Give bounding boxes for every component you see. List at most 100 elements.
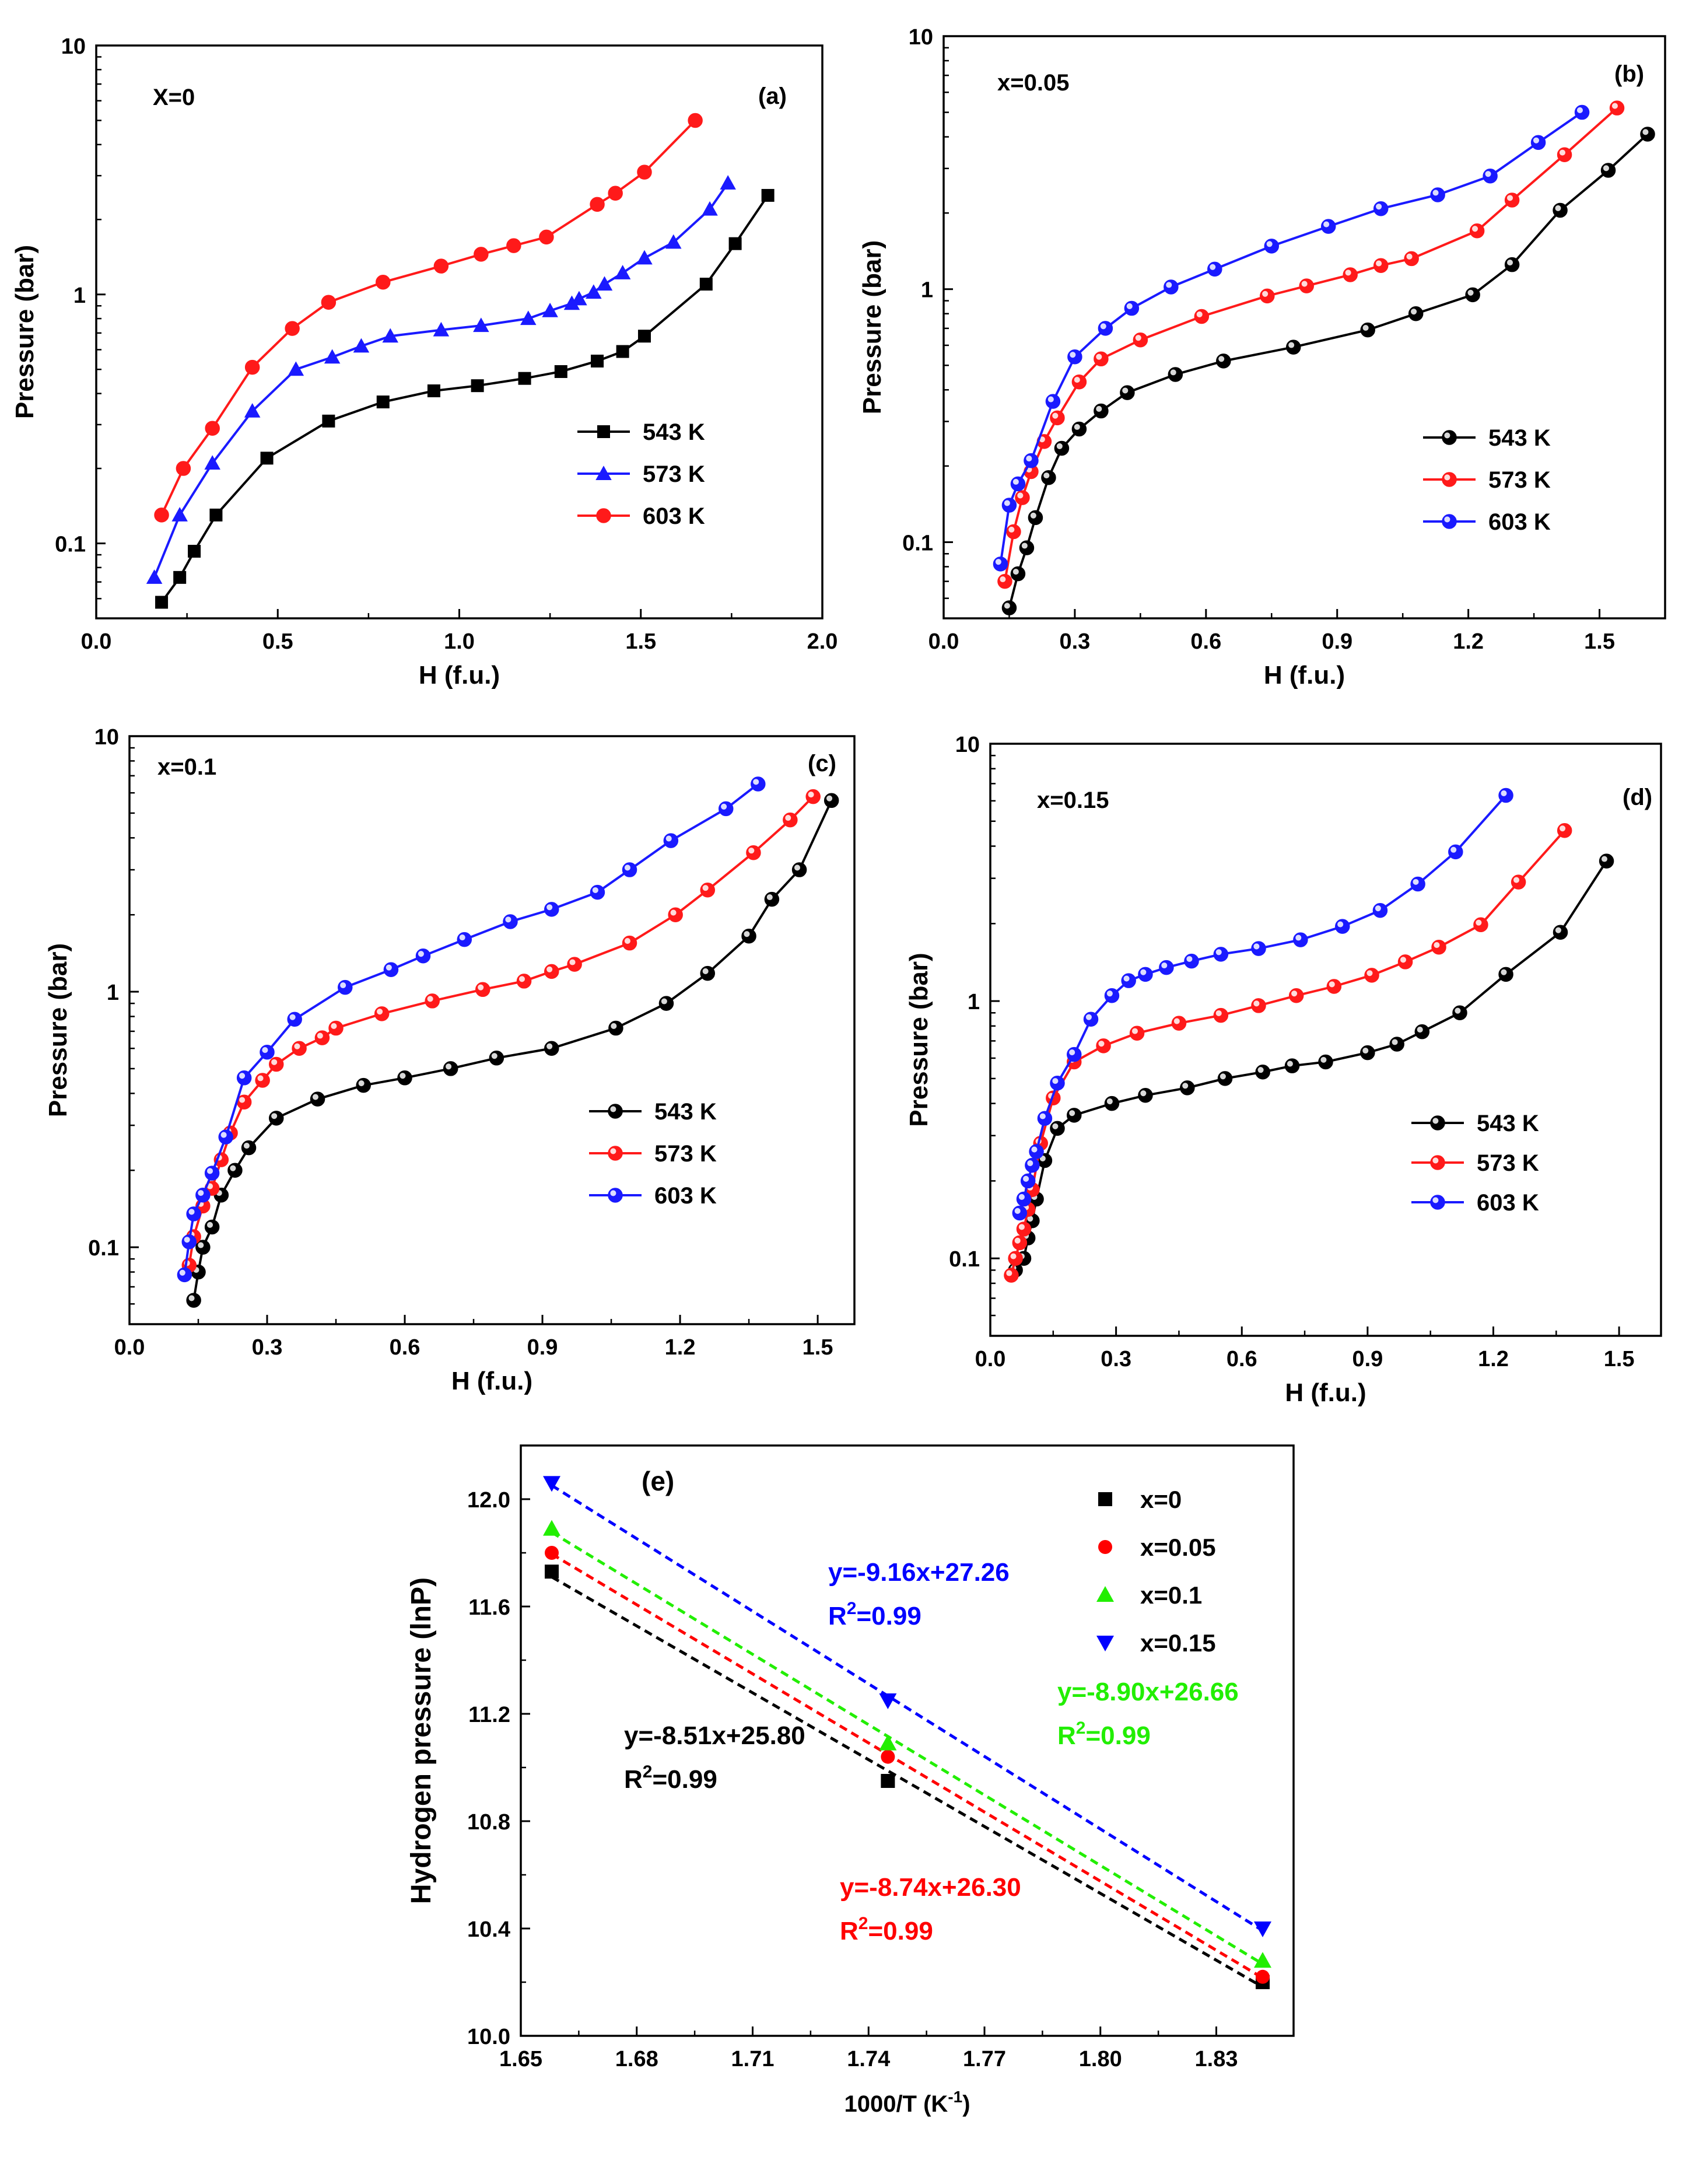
marker-highlight <box>1004 603 1010 609</box>
marker-highlight <box>1455 1007 1461 1014</box>
marker-highlight <box>592 887 598 894</box>
data-point <box>1001 498 1017 513</box>
marker-highlight <box>1506 195 1513 201</box>
marker-highlight <box>1501 790 1507 796</box>
marker-highlight <box>478 984 484 991</box>
data-point <box>1041 470 1056 485</box>
composition-label: x=0.05 <box>997 70 1069 96</box>
marker-highlight <box>206 1222 213 1228</box>
y-tick-label: 1 <box>921 278 933 303</box>
data-point <box>1045 394 1061 409</box>
series-x=0.1 <box>543 1520 1271 1968</box>
marker-highlight <box>1375 905 1381 912</box>
data-point <box>1530 135 1546 150</box>
data-point <box>177 1267 192 1283</box>
x-tick-label: 1.68 <box>615 2047 658 2071</box>
data-point <box>204 1219 220 1235</box>
y-axis-label: Pressure (bar) <box>858 240 886 414</box>
data-point <box>310 1091 325 1107</box>
legend: 543 K 573 K 603 K <box>589 1099 717 1209</box>
data-point <box>1138 967 1153 982</box>
marker-highlight <box>1047 396 1054 402</box>
y-tick-label: 11.2 <box>468 1703 510 1727</box>
panel-a: 0.0 0.5 1.0 1.5 2.0 0.1 1 10 H (f.u.) Pressure (b… <box>10 34 838 690</box>
data-point <box>236 1070 252 1086</box>
series-line <box>160 194 769 603</box>
equation-label: y=-8.51x+25.80 <box>624 1721 805 1750</box>
data-point <box>1104 988 1120 1003</box>
data-point <box>997 573 1012 589</box>
data-point <box>1553 202 1568 218</box>
marker-highlight <box>1027 1216 1033 1222</box>
data-point <box>324 349 341 364</box>
marker-highlight <box>624 938 630 944</box>
data-point <box>567 957 582 972</box>
data-point <box>751 776 766 792</box>
data-point <box>506 238 521 253</box>
marker-highlight <box>610 1148 616 1154</box>
data-point <box>1452 1005 1467 1021</box>
plot-frame <box>989 743 1662 1337</box>
x-tick-label: 0.3 <box>1059 629 1090 654</box>
data-point <box>516 974 532 989</box>
data-point <box>1104 1096 1120 1111</box>
fit-line <box>551 1552 1264 1979</box>
data-point <box>1071 374 1087 390</box>
r-squared-label: R2=0.99 <box>624 1762 717 1794</box>
data-point <box>415 949 431 964</box>
legend-marker <box>1430 1195 1445 1210</box>
marker-highlight <box>1106 1098 1113 1105</box>
marker-highlight <box>1210 264 1216 270</box>
panel-label: (b) <box>1614 61 1644 87</box>
equation-label: y=-9.16x+27.26 <box>828 1558 1010 1587</box>
data-point <box>720 175 736 190</box>
marker-highlight <box>1182 1083 1189 1089</box>
x-tick-label: 0.9 <box>1322 629 1352 654</box>
data-point <box>1360 322 1375 338</box>
series-line <box>188 796 814 1266</box>
data-point <box>700 882 716 898</box>
y-tick-label: 10 <box>909 25 933 50</box>
data-point <box>544 964 559 979</box>
marker-highlight <box>1023 1175 1029 1182</box>
marker-highlight <box>1471 226 1478 232</box>
data-point <box>1067 1108 1082 1123</box>
plot-frame <box>942 35 1666 620</box>
x-tick-label: 1.2 <box>1453 629 1484 654</box>
marker-highlight <box>1010 1253 1017 1259</box>
panel-label: (a) <box>758 83 787 109</box>
data-point <box>608 186 623 201</box>
legend-item: 603 K <box>1411 1190 1539 1216</box>
marker-highlight <box>670 909 677 916</box>
data-point <box>1431 939 1446 955</box>
marker-highlight <box>624 864 630 871</box>
data-point <box>1012 1235 1028 1251</box>
data-point <box>1138 1088 1153 1103</box>
data-point <box>637 330 651 343</box>
marker-highlight <box>262 1047 268 1054</box>
marker-highlight <box>206 1168 213 1174</box>
data-point <box>554 365 567 378</box>
x-tick-label: 0.0 <box>928 629 959 654</box>
legend: x=0 x=0.05 x=0.1 x=0.15 <box>1096 1486 1216 1657</box>
legend-label: 573 K <box>643 461 705 487</box>
legend-label: 543 K <box>643 419 705 445</box>
data-point <box>1012 1205 1028 1221</box>
data-point <box>539 229 554 245</box>
data-point <box>1284 1058 1300 1073</box>
data-point <box>1180 1080 1195 1096</box>
data-point <box>1293 932 1308 947</box>
legend-marker <box>1098 1540 1112 1554</box>
data-point <box>1050 1121 1065 1136</box>
data-point <box>563 295 580 310</box>
data-point <box>879 1693 897 1709</box>
marker-highlight <box>1400 957 1407 963</box>
marker-highlight <box>1366 970 1373 977</box>
data-point <box>173 570 187 584</box>
data-point <box>718 801 734 817</box>
legend-label: x=0.05 <box>1140 1534 1216 1561</box>
data-point <box>668 907 683 922</box>
marker-highlight <box>427 996 433 1002</box>
marker-highlight <box>1000 576 1006 583</box>
data-point <box>1168 367 1183 382</box>
